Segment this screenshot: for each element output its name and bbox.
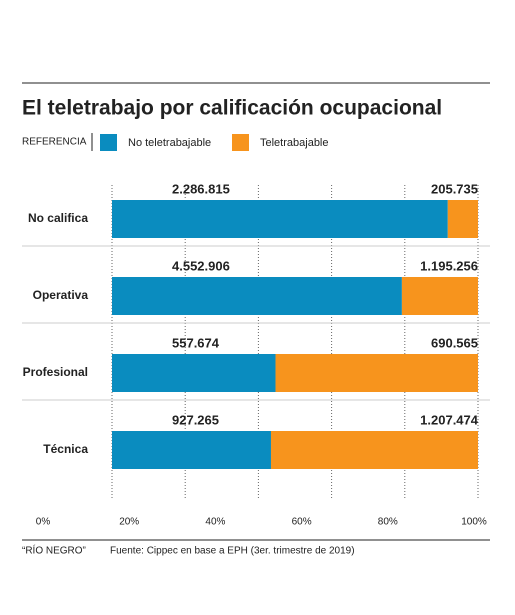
value-label: 690.565 [431,335,478,350]
bar-segment [112,200,448,238]
y-tick-label: Técnica [43,442,88,456]
value-label: 2.286.815 [172,181,230,196]
y-tick-label: No califica [28,211,88,225]
bar-segment [447,200,478,238]
bar-segment [112,431,271,469]
y-tick-label: Profesional [23,365,88,379]
bar-segment [112,277,402,315]
bar-segment [275,354,478,392]
value-label: 4.552.906 [172,258,230,273]
x-tick-label: 60% [292,517,312,528]
x-tick-label: 40% [205,517,225,528]
x-tick-label: 0% [36,517,51,528]
legend-title: REFERENCIA [22,137,87,148]
x-tick-label: 20% [119,517,139,528]
legend-swatch [232,134,249,151]
bar-segment [401,277,478,315]
y-tick-label: Operativa [33,288,89,302]
source: Fuente: Cippec en base a EPH (3er. trime… [110,546,355,557]
bar-segment [270,431,478,469]
x-tick-label: 100% [461,517,487,528]
value-label: 1.207.474 [420,412,479,427]
value-label: 927.265 [172,412,219,427]
x-tick-label: 80% [378,517,398,528]
chart-title: El teletrabajo por calificación ocupacio… [22,97,442,120]
value-label: 1.195.256 [420,258,478,273]
legend-label: No teletrabajable [128,137,211,149]
value-label: 557.674 [172,335,220,350]
bar-segment [112,354,276,392]
value-label: 205.735 [431,181,478,196]
credit: “RÍO NEGRO” [22,544,86,557]
legend-label: Teletrabajable [260,137,329,149]
legend-swatch [100,134,117,151]
